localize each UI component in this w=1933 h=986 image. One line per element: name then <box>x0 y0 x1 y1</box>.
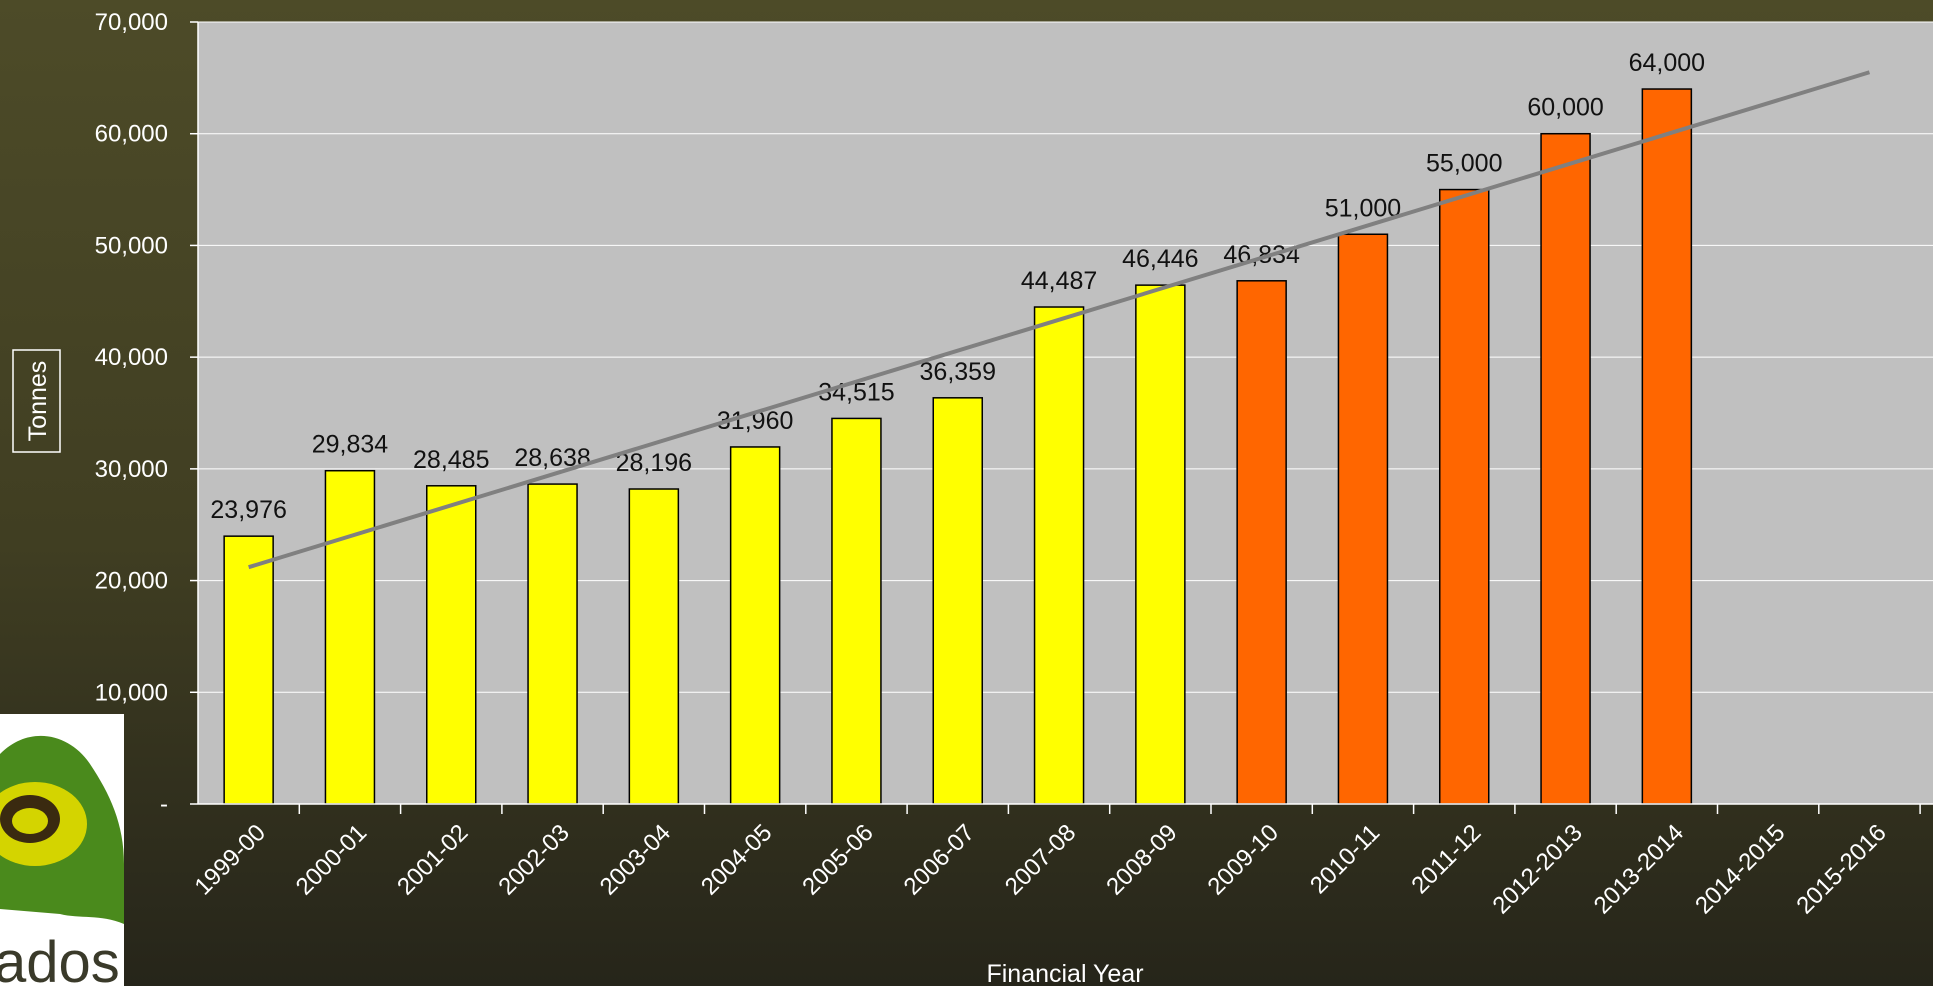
data-label: 55,000 <box>1426 150 1502 178</box>
x-tick-label: 2007-08 <box>1000 819 1081 900</box>
y-tick-label: 30,000 <box>95 456 168 483</box>
trendline <box>248 70 1871 570</box>
y-tick-label: 70,000 <box>95 9 168 36</box>
data-label: 23,976 <box>210 496 286 524</box>
bar <box>1439 188 1490 805</box>
bar <box>1236 280 1287 805</box>
y-tick-label: 20,000 <box>95 568 168 595</box>
x-tick-label: 1999-00 <box>190 819 271 900</box>
y-axis-title-box: Tonnes <box>12 349 61 453</box>
bar <box>932 397 983 805</box>
bar <box>831 417 882 805</box>
x-tick-label: 2006-07 <box>899 819 980 900</box>
x-tick-label: 2000-01 <box>291 819 372 900</box>
x-tick-labels: 1999-00 2000-01 2001-02 2002-03 2003-04 2004-… <box>190 819 1892 919</box>
axes <box>190 21 1933 814</box>
x-tick-label: 2001-02 <box>392 819 473 900</box>
data-label: 28,485 <box>413 446 489 474</box>
y-tick-label: 50,000 <box>95 232 168 259</box>
x-tick-label: 2012-2013 <box>1488 819 1588 919</box>
x-tick-label: 2010-11 <box>1305 819 1385 899</box>
x-tick-label: 2009-10 <box>1203 819 1284 900</box>
x-tick-label: 2002-03 <box>493 819 574 900</box>
y-tick-label: - <box>160 791 168 818</box>
x-tick-label: 2011-12 <box>1406 819 1486 899</box>
bar <box>223 535 274 805</box>
bar <box>1135 284 1186 805</box>
data-label: 28,196 <box>616 449 692 477</box>
bar <box>426 485 477 805</box>
y-tick-labels: - 10,000 20,000 30,000 40,000 50,000 60,000 70,… <box>95 9 168 818</box>
bar <box>1540 132 1591 805</box>
x-tick-label: 2004-05 <box>696 819 777 900</box>
y-tick-label: 60,000 <box>95 121 168 148</box>
bar <box>527 483 578 805</box>
bar <box>729 446 781 805</box>
x-tick-label: 2015-2016 <box>1791 819 1891 919</box>
bar <box>1641 88 1693 805</box>
bar <box>628 488 680 805</box>
x-tick-label: 2005-06 <box>797 819 878 900</box>
x-tick-label: 2008-09 <box>1101 819 1182 900</box>
bar <box>324 469 376 805</box>
data-label: 60,000 <box>1527 94 1603 122</box>
y-axis-title: Tonnes <box>24 361 52 442</box>
logo: ados <box>0 714 124 986</box>
data-label: 64,000 <box>1629 49 1705 77</box>
data-label: 29,834 <box>312 431 389 459</box>
x-tick-label: 2013-2014 <box>1589 819 1689 919</box>
data-label: 36,359 <box>920 358 996 386</box>
x-tick-label: 2003-04 <box>595 819 676 900</box>
y-tick-label: 10,000 <box>95 679 168 706</box>
x-axis-title: Financial Year <box>986 960 1143 986</box>
y-tick-label: 40,000 <box>95 344 168 371</box>
data-label: 44,487 <box>1021 267 1097 295</box>
logo-text: ados <box>0 930 120 986</box>
bar <box>1033 306 1085 805</box>
bar <box>1337 233 1389 805</box>
x-tick-label: 2014-2015 <box>1690 819 1790 919</box>
data-label: 46,446 <box>1122 245 1198 273</box>
